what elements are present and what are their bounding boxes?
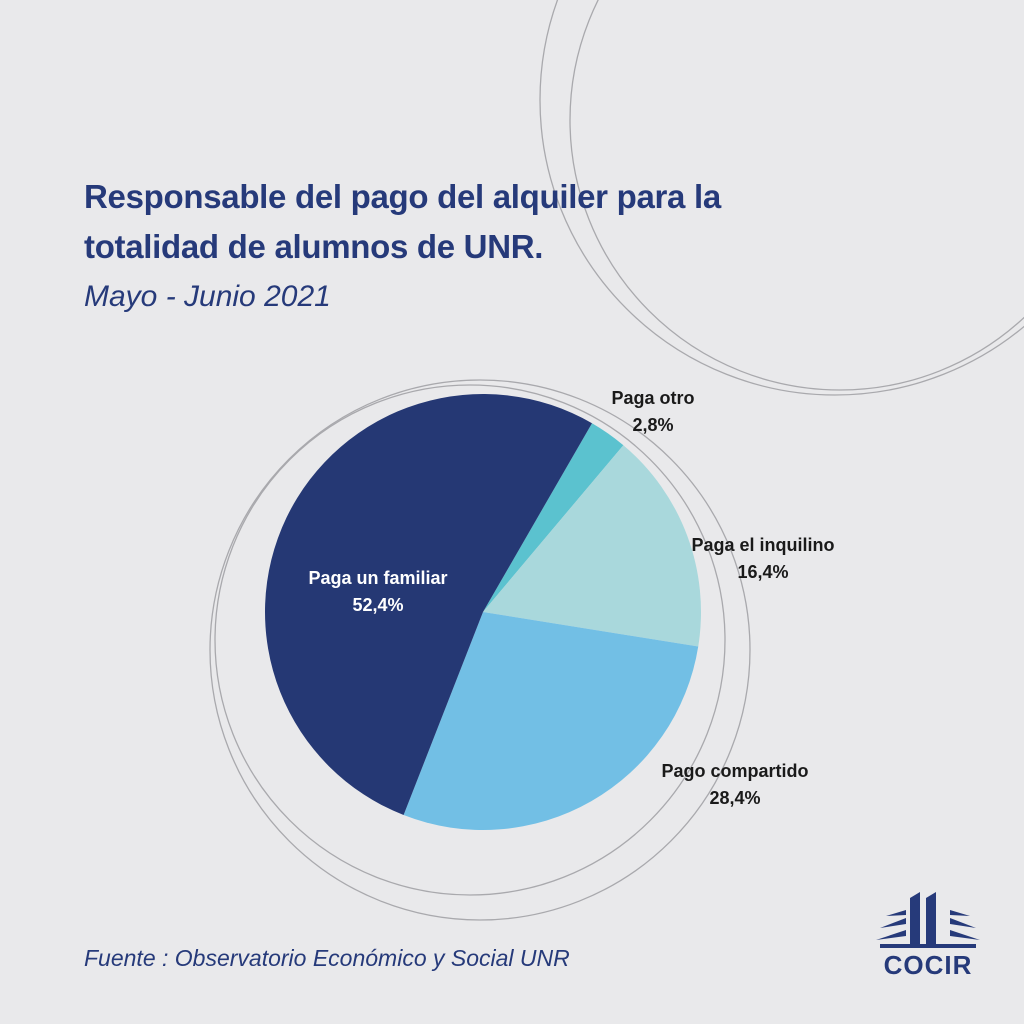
pie-slice-paga-el-inquilino bbox=[483, 445, 701, 647]
cocir-logo: COCIR bbox=[872, 888, 984, 984]
chart-title: Responsable del pago del alquiler para l… bbox=[84, 178, 721, 265]
slice-value-label: 28,4% bbox=[709, 788, 760, 808]
source-note: Fuente : Observatorio Económico y Social… bbox=[84, 945, 570, 971]
slice-name-label: Paga otro bbox=[611, 388, 694, 408]
slice-value-label: 16,4% bbox=[737, 562, 788, 582]
slice-name-label: Paga el inquilino bbox=[691, 535, 834, 555]
slice-name-label: Paga un familiar bbox=[308, 568, 447, 588]
logo-emblem-icon bbox=[876, 892, 980, 948]
pie-slice-paga-un-familiar bbox=[265, 394, 592, 816]
logo-text: COCIR bbox=[883, 950, 973, 980]
chart-subtitle: Mayo - Junio 2021 bbox=[84, 280, 331, 313]
slice-name-label: Pago compartido bbox=[661, 761, 808, 781]
pie-slice-paga-otro bbox=[483, 423, 624, 612]
pie-slice-pago-compartido bbox=[403, 612, 699, 831]
slice-value-label: 52,4% bbox=[352, 595, 403, 615]
slice-value-label: 2,8% bbox=[632, 415, 673, 435]
